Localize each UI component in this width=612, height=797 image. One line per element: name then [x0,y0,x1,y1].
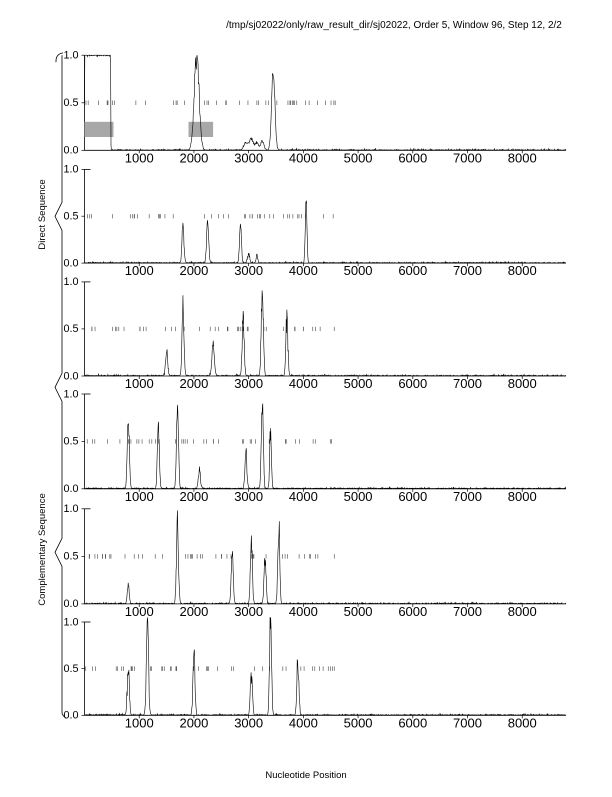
svg-text:5000: 5000 [344,150,373,165]
svg-text:8000: 8000 [508,150,537,165]
svg-text:7000: 7000 [453,263,482,278]
svg-text:1000: 1000 [125,604,154,619]
svg-text:2000: 2000 [179,604,208,619]
svg-text:0.5: 0.5 [63,97,78,109]
svg-text:1000: 1000 [125,376,154,391]
svg-text:0.5: 0.5 [63,436,78,448]
svg-text:4000: 4000 [289,376,318,391]
svg-text:2000: 2000 [179,150,208,165]
svg-text:5000: 5000 [344,715,373,730]
svg-text:1000: 1000 [125,150,154,165]
svg-text:5000: 5000 [344,604,373,619]
svg-text:7000: 7000 [453,604,482,619]
svg-text:/tmp/sj02022/only/raw_result_d: /tmp/sj02022/only/raw_result_dir/sj02022… [226,20,562,31]
svg-text:4000: 4000 [289,715,318,730]
svg-text:6000: 6000 [398,715,427,730]
svg-text:0.0: 0.0 [63,710,78,722]
svg-text:3000: 3000 [234,263,263,278]
svg-text:6000: 6000 [398,604,427,619]
svg-text:7000: 7000 [453,489,482,504]
svg-text:3000: 3000 [234,376,263,391]
svg-text:0.5: 0.5 [63,551,78,563]
svg-text:1000: 1000 [125,715,154,730]
svg-text:Complementary Sequence: Complementary Sequence [37,493,48,605]
svg-text:4000: 4000 [289,150,318,165]
svg-text:8000: 8000 [508,376,537,391]
svg-text:8000: 8000 [508,489,537,504]
svg-text:2000: 2000 [179,263,208,278]
svg-text:0.0: 0.0 [63,598,78,610]
svg-text:0.0: 0.0 [63,370,78,382]
svg-text:6000: 6000 [398,150,427,165]
svg-text:0.0: 0.0 [63,257,78,269]
svg-text:1.0: 1.0 [63,388,78,400]
svg-text:2000: 2000 [179,715,208,730]
svg-text:4000: 4000 [289,263,318,278]
svg-text:1000: 1000 [125,263,154,278]
svg-text:3000: 3000 [234,715,263,730]
svg-text:0.5: 0.5 [63,323,78,335]
svg-text:1.0: 1.0 [63,276,78,288]
svg-text:6000: 6000 [398,376,427,391]
svg-text:2000: 2000 [179,376,208,391]
svg-text:8000: 8000 [508,604,537,619]
svg-text:1.0: 1.0 [63,164,78,176]
svg-text:0.0: 0.0 [63,483,78,495]
svg-text:0.0: 0.0 [63,145,78,157]
svg-text:8000: 8000 [508,715,537,730]
svg-text:3000: 3000 [234,150,263,165]
svg-text:0.5: 0.5 [63,211,78,223]
svg-text:1.0: 1.0 [63,503,78,515]
svg-text:2000: 2000 [179,489,208,504]
svg-text:3000: 3000 [234,604,263,619]
svg-text:Nucleotide Position: Nucleotide Position [265,770,346,781]
svg-text:4000: 4000 [289,489,318,504]
svg-text:8000: 8000 [508,263,537,278]
svg-text:1.0: 1.0 [63,616,78,628]
svg-text:7000: 7000 [453,150,482,165]
svg-text:4000: 4000 [289,604,318,619]
svg-text:7000: 7000 [453,376,482,391]
svg-text:3000: 3000 [234,489,263,504]
svg-text:5000: 5000 [344,376,373,391]
svg-text:1000: 1000 [125,489,154,504]
svg-text:7000: 7000 [453,715,482,730]
svg-text:Direct Sequence: Direct Sequence [37,179,48,249]
svg-text:5000: 5000 [344,263,373,278]
svg-text:6000: 6000 [398,489,427,504]
svg-text:0.5: 0.5 [63,663,78,675]
svg-text:1.0: 1.0 [63,50,78,62]
svg-text:5000: 5000 [344,489,373,504]
svg-text:6000: 6000 [398,263,427,278]
